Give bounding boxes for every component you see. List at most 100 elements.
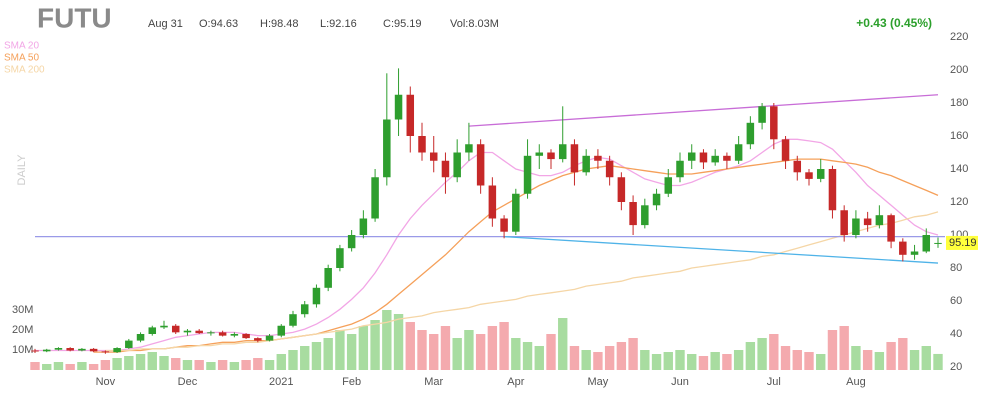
candle-body <box>523 155 532 194</box>
candle-body <box>242 334 250 339</box>
candle-body <box>887 215 895 242</box>
volume-bar <box>452 338 462 370</box>
volume-bar <box>745 342 756 370</box>
candle-body <box>136 334 145 341</box>
last-price-box <box>946 235 978 250</box>
volume-bar <box>65 364 75 370</box>
candle-body <box>324 268 332 288</box>
volume-bar <box>229 362 240 370</box>
volume-bar <box>100 360 111 370</box>
y-tick-label: 140 <box>950 163 968 175</box>
candle-body <box>125 340 133 349</box>
volume-bar <box>382 310 392 370</box>
candle-body <box>558 144 567 160</box>
candle-body <box>652 193 661 206</box>
candle-body <box>429 152 438 161</box>
header-field: O:94.63 <box>199 18 238 30</box>
candle-body <box>828 169 837 211</box>
candle-body <box>289 314 297 326</box>
candle-body <box>500 218 508 232</box>
candle-body <box>31 350 39 352</box>
ticker: FUTU <box>37 2 112 33</box>
y-tick-label: 20 <box>950 361 962 373</box>
candle-body <box>207 332 215 334</box>
volume-bar <box>546 334 556 370</box>
trendline <box>504 236 939 264</box>
volume-bar <box>264 360 275 370</box>
volume-bar <box>898 338 908 370</box>
volume-bar <box>933 353 943 370</box>
header-field: H:98.48 <box>260 18 299 30</box>
sma-line <box>35 138 939 352</box>
header-field: Vol:8.03M <box>450 18 499 30</box>
x-tick-label: Feb <box>342 376 361 388</box>
volume-bar <box>30 362 40 370</box>
candle-body <box>934 242 942 244</box>
volume-bar <box>88 364 99 370</box>
candle-body <box>535 152 544 156</box>
volume-bar <box>663 352 673 370</box>
volume-bar <box>147 352 157 370</box>
candle-body <box>453 152 461 178</box>
volume-bar <box>628 338 638 370</box>
volume-bar <box>558 318 568 370</box>
candle-body <box>300 304 309 315</box>
candle-body <box>687 152 696 161</box>
volume-bar <box>569 346 580 370</box>
candle-body <box>465 144 473 153</box>
volume-bar <box>276 354 286 370</box>
volume-bar <box>405 322 415 370</box>
candle-body <box>336 248 344 268</box>
legend-entry: SMA 200 <box>4 65 45 76</box>
volume-bar <box>886 342 896 370</box>
candle-body <box>488 185 497 219</box>
candle-body <box>770 106 778 140</box>
candle-body <box>570 144 579 173</box>
candle-body <box>723 155 731 161</box>
volume-bar <box>171 358 181 370</box>
candle-body <box>218 332 227 336</box>
candle-body <box>676 160 684 178</box>
candle-body <box>66 348 74 351</box>
y2-tick-label: 30M <box>12 304 33 316</box>
volume-bar <box>862 350 873 370</box>
volume-bar <box>135 354 146 370</box>
volume-bar <box>77 362 87 370</box>
candle-body <box>89 348 98 352</box>
candle-body <box>922 235 931 252</box>
volume-bar <box>522 342 533 370</box>
volume-bar <box>440 326 451 370</box>
volume-bar <box>217 360 228 370</box>
volume-bar <box>53 362 64 370</box>
volume-bar <box>921 346 931 370</box>
volume-bar <box>335 330 345 370</box>
volume-bar <box>733 350 744 370</box>
y-tick-label: 60 <box>950 295 962 307</box>
candle-body <box>582 155 590 173</box>
volume-bar <box>112 358 122 370</box>
y-tick-label: 180 <box>950 97 968 109</box>
candle-body <box>758 106 766 123</box>
candle-body <box>910 251 919 255</box>
x-tick-label: Nov <box>96 376 116 388</box>
volume-bar <box>393 314 404 370</box>
candle-body <box>101 351 110 353</box>
x-tick-label: Aug <box>846 376 866 388</box>
volume-bar <box>311 342 322 370</box>
candle-body <box>195 330 203 334</box>
candle-body <box>160 325 168 328</box>
candle-body <box>371 177 379 219</box>
volume-bar <box>687 354 697 370</box>
volume-bar <box>651 354 662 370</box>
candle-body <box>78 348 86 351</box>
x-tick-label: Apr <box>507 376 524 388</box>
candle-body <box>711 155 719 163</box>
y-tick-label: 120 <box>950 196 968 208</box>
candle-body <box>476 144 485 186</box>
candle-body <box>277 325 286 336</box>
volume-bar <box>464 330 474 370</box>
candle-body <box>852 218 860 235</box>
candle-body <box>840 210 848 235</box>
candle-body <box>42 349 51 352</box>
